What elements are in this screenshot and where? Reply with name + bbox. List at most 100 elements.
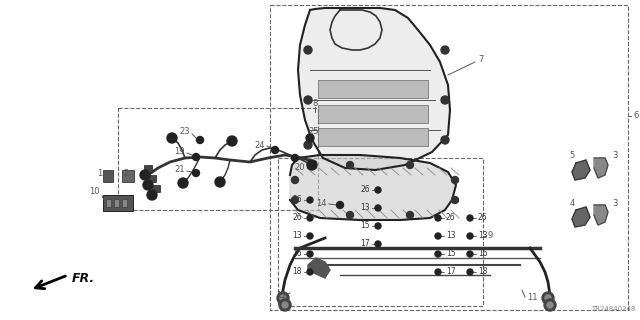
Bar <box>318 105 428 123</box>
Text: 18: 18 <box>292 268 302 276</box>
Text: 26: 26 <box>292 196 302 204</box>
Circle shape <box>435 251 441 257</box>
Polygon shape <box>594 158 608 178</box>
Polygon shape <box>572 160 590 180</box>
Text: 1: 1 <box>97 170 102 179</box>
Circle shape <box>291 196 298 204</box>
Text: 8: 8 <box>312 99 317 108</box>
Circle shape <box>167 133 177 143</box>
Circle shape <box>545 295 551 301</box>
Circle shape <box>277 292 289 304</box>
Text: 26: 26 <box>292 213 302 222</box>
Circle shape <box>307 251 313 257</box>
Circle shape <box>435 215 441 221</box>
Text: 17: 17 <box>360 239 370 249</box>
Text: 6: 6 <box>633 110 638 119</box>
Text: 9: 9 <box>487 230 492 239</box>
Circle shape <box>307 160 317 170</box>
Text: 12: 12 <box>276 292 287 300</box>
Text: 13: 13 <box>478 231 488 241</box>
Text: 15: 15 <box>446 250 456 259</box>
Polygon shape <box>290 155 456 220</box>
Text: FR.: FR. <box>72 271 95 284</box>
Circle shape <box>467 269 473 275</box>
Text: 20: 20 <box>295 164 305 172</box>
Circle shape <box>307 197 313 203</box>
Circle shape <box>307 269 313 275</box>
Text: 26: 26 <box>446 213 456 222</box>
Bar <box>270 5 628 310</box>
Circle shape <box>406 162 413 169</box>
Text: 26: 26 <box>478 213 488 222</box>
Text: 13: 13 <box>360 204 370 212</box>
Text: 14: 14 <box>317 198 327 207</box>
Polygon shape <box>298 8 450 170</box>
Text: 19: 19 <box>175 148 185 156</box>
Bar <box>318 128 428 146</box>
Text: 24: 24 <box>255 140 265 149</box>
Bar <box>106 199 111 207</box>
Circle shape <box>467 215 473 221</box>
Circle shape <box>307 215 313 221</box>
Circle shape <box>441 136 449 144</box>
Polygon shape <box>308 258 330 278</box>
Circle shape <box>375 241 381 247</box>
Circle shape <box>140 170 150 180</box>
Circle shape <box>467 251 473 257</box>
Circle shape <box>542 292 554 304</box>
Text: 5: 5 <box>570 150 575 159</box>
Bar <box>318 80 428 98</box>
Text: 10: 10 <box>90 188 100 196</box>
Text: 11: 11 <box>527 293 538 302</box>
Text: TR24840248: TR24840248 <box>591 306 635 312</box>
Text: 17: 17 <box>446 268 456 276</box>
Bar <box>118 108 318 210</box>
Circle shape <box>271 147 278 154</box>
Circle shape <box>375 187 381 193</box>
Bar <box>113 199 118 207</box>
Text: 15: 15 <box>360 221 370 230</box>
Circle shape <box>451 196 458 204</box>
Circle shape <box>306 134 314 142</box>
Circle shape <box>196 137 204 143</box>
Circle shape <box>346 162 353 169</box>
Circle shape <box>147 190 157 200</box>
Text: 2: 2 <box>124 170 129 179</box>
Circle shape <box>544 299 556 311</box>
Text: 26: 26 <box>360 186 370 195</box>
Circle shape <box>547 302 553 308</box>
Text: 25: 25 <box>308 126 319 135</box>
Circle shape <box>307 233 313 239</box>
Circle shape <box>193 154 200 161</box>
Polygon shape <box>594 205 608 225</box>
Text: 4: 4 <box>570 198 575 207</box>
Text: 7: 7 <box>478 55 483 65</box>
Circle shape <box>280 295 286 301</box>
Text: 13: 13 <box>292 231 302 241</box>
Circle shape <box>375 223 381 229</box>
Circle shape <box>143 180 153 190</box>
Bar <box>152 185 160 191</box>
Text: 23: 23 <box>179 127 190 137</box>
Circle shape <box>215 177 225 187</box>
Circle shape <box>337 202 344 209</box>
Circle shape <box>178 178 188 188</box>
Circle shape <box>193 170 200 177</box>
Bar <box>122 199 127 207</box>
Circle shape <box>282 302 288 308</box>
Circle shape <box>435 269 441 275</box>
Text: 13: 13 <box>446 231 456 241</box>
Circle shape <box>304 46 312 54</box>
Circle shape <box>467 233 473 239</box>
Circle shape <box>304 96 312 104</box>
Text: 16: 16 <box>478 250 488 259</box>
Circle shape <box>227 136 237 146</box>
Text: 18: 18 <box>478 268 488 276</box>
Text: 21: 21 <box>175 165 185 174</box>
Bar <box>278 158 483 306</box>
Circle shape <box>451 177 458 183</box>
Text: 16: 16 <box>292 250 302 259</box>
Circle shape <box>346 212 353 219</box>
Bar <box>122 170 134 182</box>
Circle shape <box>441 96 449 104</box>
